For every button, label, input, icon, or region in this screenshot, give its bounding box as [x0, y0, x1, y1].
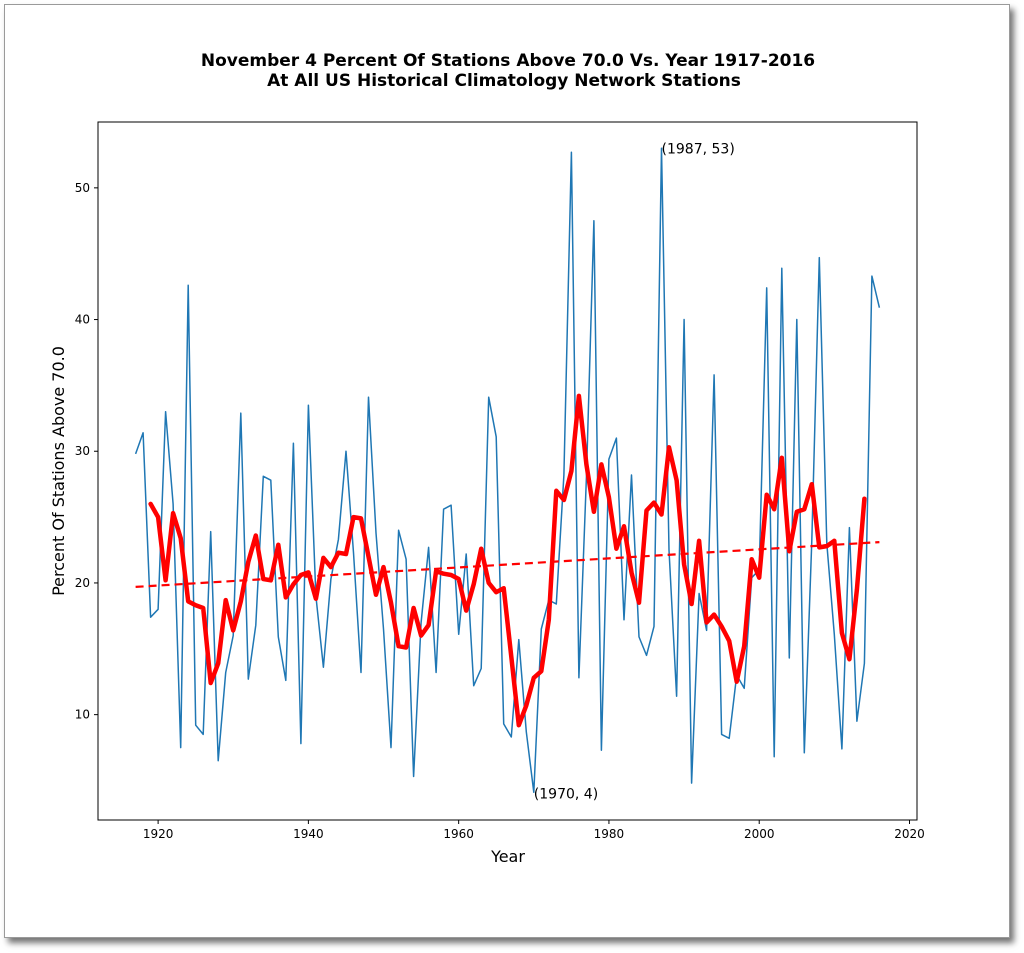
x-tick-label: 1920	[143, 827, 174, 841]
y-axis-ticks: 10 20 30 40 50	[75, 181, 98, 722]
plot-area	[97, 121, 918, 821]
x-tick-label: 2020	[894, 827, 925, 841]
y-tick-label: 20	[75, 576, 90, 590]
smooth-series-line	[148, 393, 867, 728]
chart-title-line-1: November 4 Percent Of Stations Above 70.…	[201, 51, 815, 71]
x-tick-label: 1980	[594, 827, 625, 841]
axes-frame	[97, 121, 918, 821]
y-tick-label: 10	[75, 708, 90, 722]
trend-line-layer	[135, 541, 880, 588]
x-tick-label: 1960	[443, 827, 474, 841]
annotations: (1987, 53) (1970, 4)	[534, 141, 735, 802]
data-annotation: (1970, 4)	[534, 787, 598, 803]
smoothed-series-layer	[148, 393, 867, 728]
raw-series-line	[134, 147, 881, 794]
y-tick-label: 50	[75, 181, 90, 195]
raw-series-layer	[134, 147, 881, 794]
y-tick-label: 40	[75, 313, 90, 327]
y-axis-label: Percent Of Stations Above 70.0	[49, 346, 68, 596]
chart-frame	[4, 4, 1010, 938]
data-annotation: (1987, 53)	[662, 141, 735, 157]
y-tick-label: 30	[75, 444, 90, 458]
chart-title-line-2: At All US Historical Climatology Network…	[267, 71, 741, 91]
x-tick-label: 1940	[293, 827, 324, 841]
x-axis-ticks: 1920 1940 1960 1980 2000 2020	[143, 820, 925, 841]
x-axis-label: Year	[490, 847, 525, 866]
x-tick-label: 2000	[744, 827, 775, 841]
trend-series-line	[135, 541, 880, 588]
